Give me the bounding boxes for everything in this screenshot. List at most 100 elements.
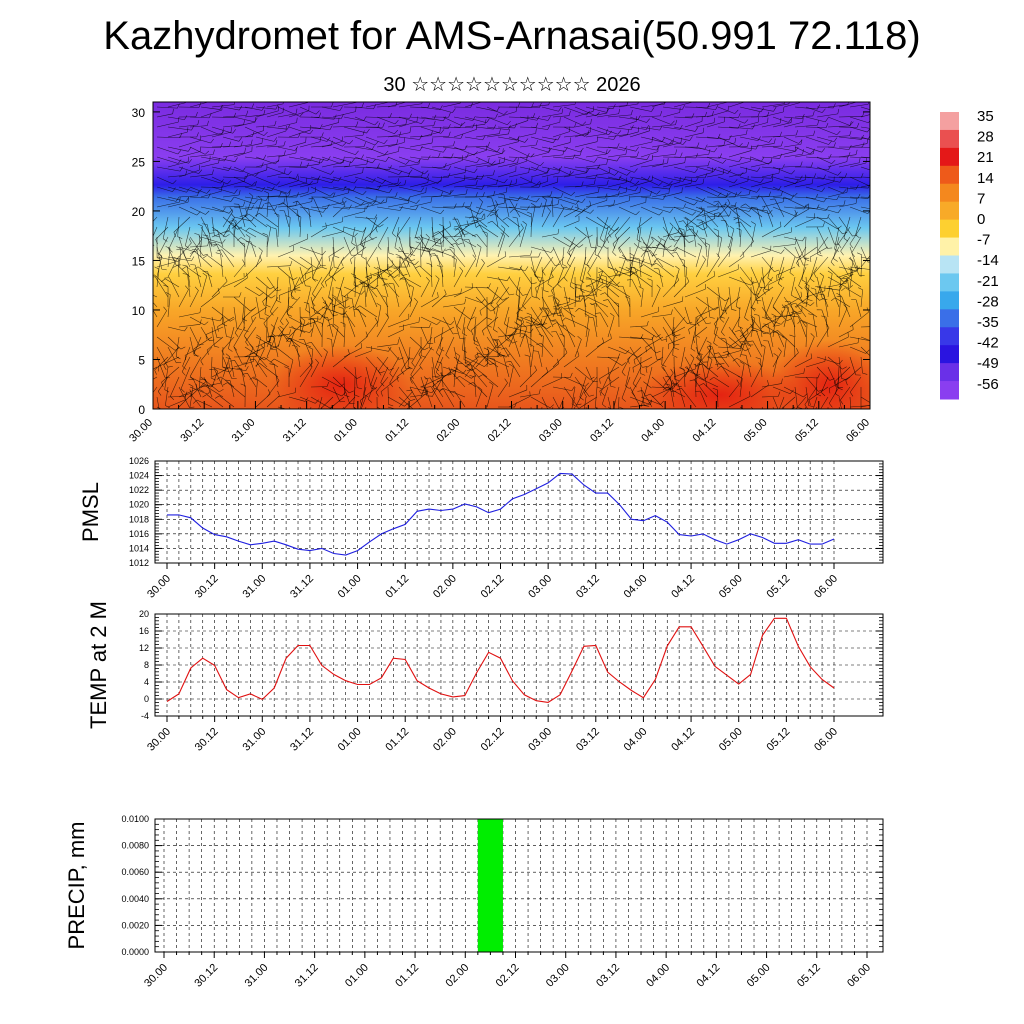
wind-barb bbox=[702, 363, 719, 378]
wind-barb bbox=[210, 356, 213, 379]
wind-barb bbox=[561, 306, 576, 318]
wind-barb bbox=[229, 230, 246, 248]
wind-barb bbox=[594, 236, 598, 255]
wind-barb-flag bbox=[662, 159, 665, 165]
wind-barb-flag bbox=[165, 246, 171, 249]
wind-barb-flag bbox=[322, 267, 328, 270]
wind-barb-flag bbox=[459, 122, 463, 128]
wind-barb-flag bbox=[297, 407, 300, 409]
wind-barb bbox=[431, 235, 445, 248]
wind-barb bbox=[475, 262, 485, 278]
wind-barb bbox=[629, 130, 650, 138]
wind-barb-flag bbox=[502, 297, 508, 301]
wind-barb-flag bbox=[577, 204, 579, 210]
wind-barb bbox=[599, 366, 620, 379]
wind-barb bbox=[244, 143, 263, 148]
wind-barb bbox=[651, 387, 672, 398]
wind-barb bbox=[475, 206, 496, 214]
wind-barb-flag bbox=[398, 146, 400, 152]
wind-barb bbox=[262, 286, 279, 302]
colorbar-swatch bbox=[940, 112, 959, 131]
wind-barb bbox=[376, 136, 400, 138]
wind-barb bbox=[387, 202, 409, 208]
wind-barb-flag bbox=[698, 207, 704, 210]
wind-barb bbox=[207, 235, 213, 258]
wind-barb bbox=[719, 363, 730, 378]
wind-barb bbox=[299, 246, 323, 256]
wind-barb-flag bbox=[557, 284, 562, 288]
wind-barb-flag bbox=[283, 141, 286, 147]
wind-barb-flag bbox=[638, 126, 640, 132]
wind-barb bbox=[398, 321, 420, 328]
wind-barb bbox=[354, 350, 372, 358]
wind-barb-flag bbox=[372, 200, 377, 205]
wind-barb-flag bbox=[445, 354, 450, 359]
wind-barb bbox=[827, 273, 833, 298]
wind-barb-flag bbox=[393, 414, 397, 417]
wind-barb-flag bbox=[637, 390, 643, 392]
wind-barb-flag bbox=[421, 171, 424, 177]
wind-barb-flag bbox=[669, 208, 674, 213]
wind-barb bbox=[525, 334, 543, 348]
wind-barb bbox=[860, 396, 870, 403]
wind-barb bbox=[629, 195, 651, 198]
wind-barb-flag bbox=[610, 385, 616, 388]
wind-barb bbox=[838, 329, 854, 338]
wind-barb bbox=[585, 153, 607, 158]
wind-barb bbox=[860, 256, 870, 260]
wind-barb bbox=[154, 274, 169, 288]
wind-barb bbox=[310, 227, 327, 238]
wind-barb bbox=[431, 294, 447, 308]
wind-barb-flag bbox=[819, 293, 825, 296]
wind-barb-flag bbox=[408, 198, 410, 204]
wind-barb-flag bbox=[276, 181, 281, 186]
wind-barb-flag bbox=[246, 110, 249, 116]
wind-barb bbox=[640, 236, 653, 256]
wind-barb bbox=[761, 195, 782, 198]
wind-barb-flag bbox=[426, 173, 430, 179]
wind-barb-flag bbox=[163, 365, 167, 370]
colorbar-swatch bbox=[940, 309, 959, 328]
wind-barb bbox=[593, 317, 598, 338]
wind-barb bbox=[156, 113, 173, 118]
wind-barb-flag bbox=[757, 111, 760, 117]
wind-barb bbox=[420, 243, 422, 268]
wind-barb-flag bbox=[574, 102, 576, 105]
wind-barb bbox=[475, 389, 483, 408]
wind-barb-flag bbox=[216, 376, 222, 380]
wind-barb-flag bbox=[161, 382, 164, 388]
wind-barb bbox=[486, 256, 506, 268]
wind-barb bbox=[403, 276, 422, 288]
wind-barb bbox=[717, 156, 739, 163]
wind-barb-flag bbox=[557, 199, 560, 205]
wind-barb-flag bbox=[714, 307, 719, 311]
colorbar-swatch bbox=[940, 273, 959, 292]
wind-barb bbox=[568, 236, 587, 253]
wind-barb-flag bbox=[172, 265, 178, 268]
wind-barb bbox=[167, 346, 177, 363]
wind-barb-flag bbox=[270, 295, 276, 299]
colorbar-label: 28 bbox=[977, 129, 994, 146]
wind-barb-flag bbox=[833, 103, 836, 109]
wind-barb bbox=[282, 202, 301, 218]
wind-barb bbox=[464, 123, 486, 128]
wind-barb-flag bbox=[263, 109, 266, 115]
wind-barb-flag bbox=[720, 203, 726, 207]
wind-barb-flag bbox=[426, 276, 430, 282]
wind-barb-flag bbox=[438, 389, 444, 391]
wind-barb bbox=[327, 317, 334, 338]
wind-barb-flag bbox=[274, 212, 280, 216]
wind-barb bbox=[849, 196, 869, 199]
wind-barb-flag bbox=[449, 189, 454, 194]
wind-barb bbox=[486, 286, 503, 301]
x-tick-label: 02.00 bbox=[434, 417, 462, 445]
wind-barb bbox=[695, 355, 702, 378]
wind-barb bbox=[739, 136, 759, 141]
wind-barb bbox=[761, 166, 783, 170]
wind-barb-flag bbox=[572, 154, 576, 160]
wind-barb bbox=[855, 299, 862, 318]
wind-barb-flag bbox=[415, 205, 419, 211]
wind-barb bbox=[530, 276, 533, 297]
wind-barb bbox=[805, 106, 823, 113]
wind-barb-flag bbox=[504, 378, 508, 383]
